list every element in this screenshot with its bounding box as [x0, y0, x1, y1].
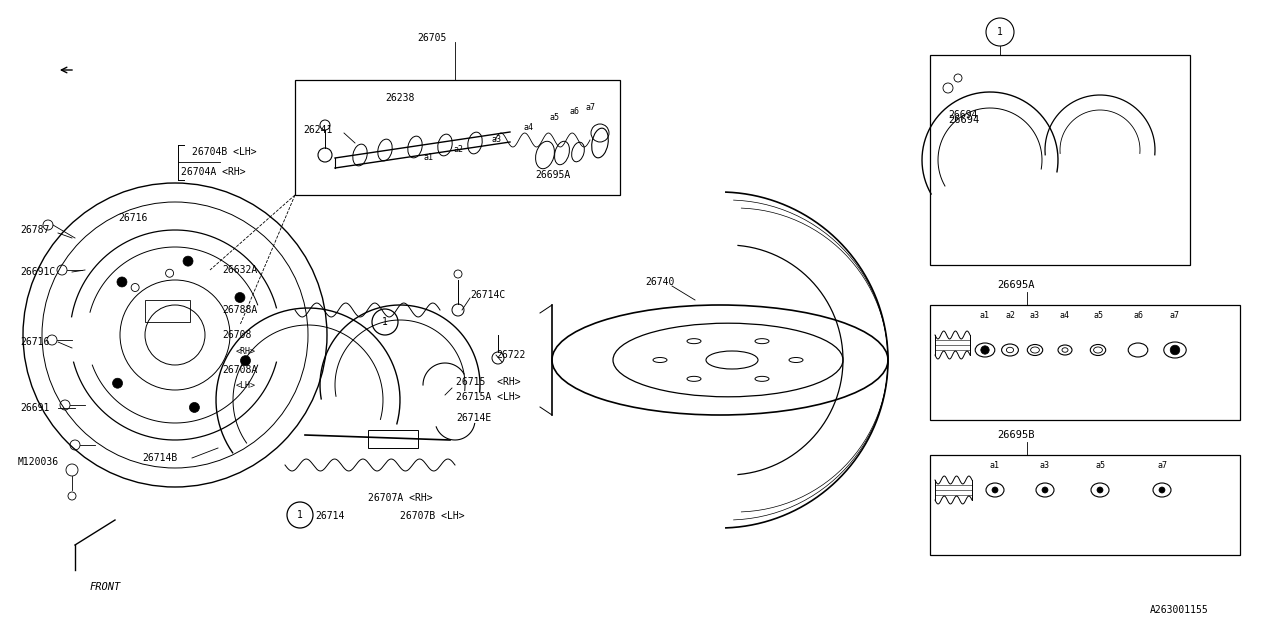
Text: 26707A <RH>: 26707A <RH> — [369, 493, 433, 503]
Text: a4: a4 — [1060, 310, 1070, 319]
Text: 26708: 26708 — [221, 330, 251, 340]
Circle shape — [1042, 487, 1048, 493]
Text: a1: a1 — [422, 154, 433, 163]
Text: 26788A: 26788A — [221, 305, 257, 315]
Text: a7: a7 — [1157, 461, 1167, 470]
Circle shape — [992, 487, 998, 493]
Text: 26632A: 26632A — [221, 265, 257, 275]
Text: FRONT: FRONT — [90, 582, 122, 592]
Circle shape — [236, 292, 244, 303]
Text: 26716: 26716 — [20, 337, 50, 347]
Text: 26695A: 26695A — [535, 170, 571, 180]
Text: 26704A <RH>: 26704A <RH> — [180, 167, 246, 177]
Circle shape — [189, 403, 200, 412]
Text: 26707B <LH>: 26707B <LH> — [399, 511, 465, 521]
Text: a6: a6 — [570, 108, 579, 116]
Text: 26694: 26694 — [948, 110, 978, 120]
Text: 26695A: 26695A — [997, 280, 1034, 290]
Circle shape — [241, 356, 251, 365]
Text: 26715  <RH>: 26715 <RH> — [456, 377, 521, 387]
Text: a7: a7 — [585, 102, 595, 111]
Text: a2: a2 — [453, 145, 463, 154]
Text: 26715A <LH>: 26715A <LH> — [456, 392, 521, 402]
Circle shape — [1097, 487, 1103, 493]
Circle shape — [980, 346, 989, 354]
Bar — [931, 305, 1240, 420]
Text: 26722: 26722 — [497, 350, 525, 360]
Text: a3: a3 — [492, 136, 502, 145]
Text: 26694: 26694 — [948, 115, 979, 125]
Text: 26708A: 26708A — [221, 365, 257, 375]
Text: 26714: 26714 — [315, 511, 344, 521]
Text: a5: a5 — [1094, 461, 1105, 470]
Circle shape — [113, 378, 123, 388]
Text: a1: a1 — [980, 310, 989, 319]
Circle shape — [183, 256, 193, 266]
Text: a5: a5 — [1093, 310, 1103, 319]
Text: <LH>: <LH> — [236, 381, 256, 390]
Text: 26787: 26787 — [20, 225, 50, 235]
Text: a1: a1 — [989, 461, 1000, 470]
Text: A263001155: A263001155 — [1149, 605, 1208, 615]
Bar — [294, 80, 620, 195]
Text: 26704B <LH>: 26704B <LH> — [192, 147, 256, 157]
Text: a7: a7 — [1170, 310, 1180, 319]
Text: a4: a4 — [524, 122, 534, 131]
Text: M120036: M120036 — [18, 457, 59, 467]
Text: 26714E: 26714E — [456, 413, 492, 423]
Text: a6: a6 — [1133, 310, 1143, 319]
Text: <RH>: <RH> — [236, 348, 256, 356]
Text: 26691C: 26691C — [20, 267, 55, 277]
Bar — [145, 300, 189, 322]
Circle shape — [1158, 487, 1165, 493]
Text: a3: a3 — [1039, 461, 1050, 470]
Text: 26691: 26691 — [20, 403, 50, 413]
Text: 1: 1 — [997, 27, 1004, 37]
Text: 1: 1 — [297, 510, 303, 520]
Bar — [931, 55, 1190, 265]
Text: 26716: 26716 — [118, 213, 147, 223]
Circle shape — [1170, 345, 1180, 355]
Text: 26705: 26705 — [417, 33, 447, 43]
Text: 26714B: 26714B — [142, 453, 177, 463]
Text: a5: a5 — [549, 113, 559, 122]
Text: a2: a2 — [1005, 310, 1015, 319]
Circle shape — [116, 277, 127, 287]
Text: 26695B: 26695B — [997, 430, 1034, 440]
Text: a3: a3 — [1030, 310, 1039, 319]
Bar — [369, 430, 419, 448]
Text: 26238: 26238 — [385, 93, 415, 103]
Text: 26714C: 26714C — [470, 290, 506, 300]
Text: 26241: 26241 — [303, 125, 333, 135]
Bar — [931, 455, 1240, 555]
Text: 26740: 26740 — [645, 277, 675, 287]
Text: 1: 1 — [381, 317, 388, 327]
